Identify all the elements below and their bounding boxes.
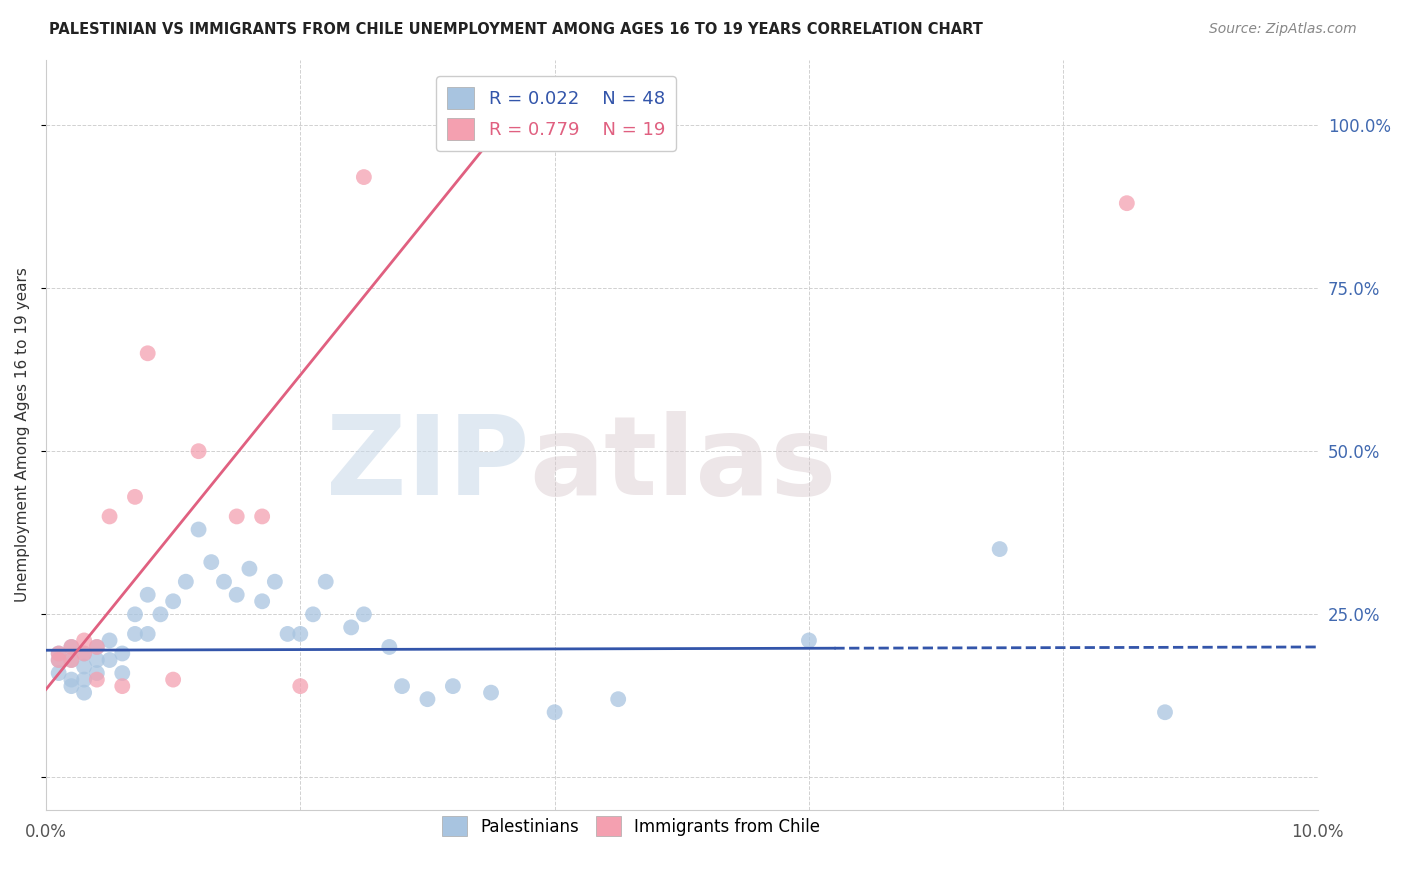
Point	[98, 633, 121, 648]
Point	[441, 679, 464, 693]
Point	[60, 640, 83, 654]
Point	[86, 673, 108, 687]
Point	[73, 647, 96, 661]
Point	[162, 673, 184, 687]
Point	[250, 594, 273, 608]
Point	[136, 588, 159, 602]
Point	[124, 607, 146, 622]
Point	[86, 653, 108, 667]
Point	[111, 647, 134, 661]
Point	[340, 620, 363, 634]
Point	[353, 607, 375, 622]
Point	[479, 686, 502, 700]
Point	[86, 640, 108, 654]
Point	[48, 666, 70, 681]
Point	[136, 627, 159, 641]
Point	[86, 640, 108, 654]
Point	[86, 666, 108, 681]
Point	[315, 574, 337, 589]
Point	[187, 444, 209, 458]
Point	[607, 692, 630, 706]
Point	[988, 542, 1011, 557]
Point	[1154, 705, 1177, 719]
Point	[187, 523, 209, 537]
Point	[73, 686, 96, 700]
Point	[124, 490, 146, 504]
Point	[73, 673, 96, 687]
Point	[111, 666, 134, 681]
Point	[73, 659, 96, 673]
Point	[378, 640, 401, 654]
Text: atlas: atlas	[529, 411, 837, 518]
Legend: Palestinians, Immigrants from Chile: Palestinians, Immigrants from Chile	[436, 809, 827, 843]
Point	[797, 633, 820, 648]
Text: PALESTINIAN VS IMMIGRANTS FROM CHILE UNEMPLOYMENT AMONG AGES 16 TO 19 YEARS CORR: PALESTINIAN VS IMMIGRANTS FROM CHILE UNE…	[49, 22, 983, 37]
Point	[225, 509, 247, 524]
Point	[225, 588, 247, 602]
Point	[136, 346, 159, 360]
Point	[48, 653, 70, 667]
Point	[124, 627, 146, 641]
Text: Source: ZipAtlas.com: Source: ZipAtlas.com	[1209, 22, 1357, 37]
Point	[391, 679, 413, 693]
Point	[302, 607, 325, 622]
Point	[250, 509, 273, 524]
Point	[60, 640, 83, 654]
Point	[277, 627, 299, 641]
Point	[73, 647, 96, 661]
Text: ZIP: ZIP	[326, 411, 529, 518]
Point	[48, 653, 70, 667]
Point	[48, 647, 70, 661]
Point	[98, 509, 121, 524]
Point	[290, 627, 312, 641]
Point	[263, 574, 285, 589]
Point	[60, 653, 83, 667]
Point	[200, 555, 222, 569]
Point	[60, 679, 83, 693]
Point	[60, 653, 83, 667]
Point	[238, 562, 260, 576]
Point	[416, 692, 439, 706]
Point	[290, 679, 312, 693]
Point	[543, 705, 565, 719]
Y-axis label: Unemployment Among Ages 16 to 19 years: Unemployment Among Ages 16 to 19 years	[15, 268, 30, 602]
Point	[48, 647, 70, 661]
Point	[98, 653, 121, 667]
Point	[60, 673, 83, 687]
Point	[162, 594, 184, 608]
Point	[149, 607, 172, 622]
Point	[111, 679, 134, 693]
Point	[73, 633, 96, 648]
Point	[212, 574, 235, 589]
Point	[353, 170, 375, 185]
Point	[1115, 196, 1137, 211]
Point	[174, 574, 197, 589]
